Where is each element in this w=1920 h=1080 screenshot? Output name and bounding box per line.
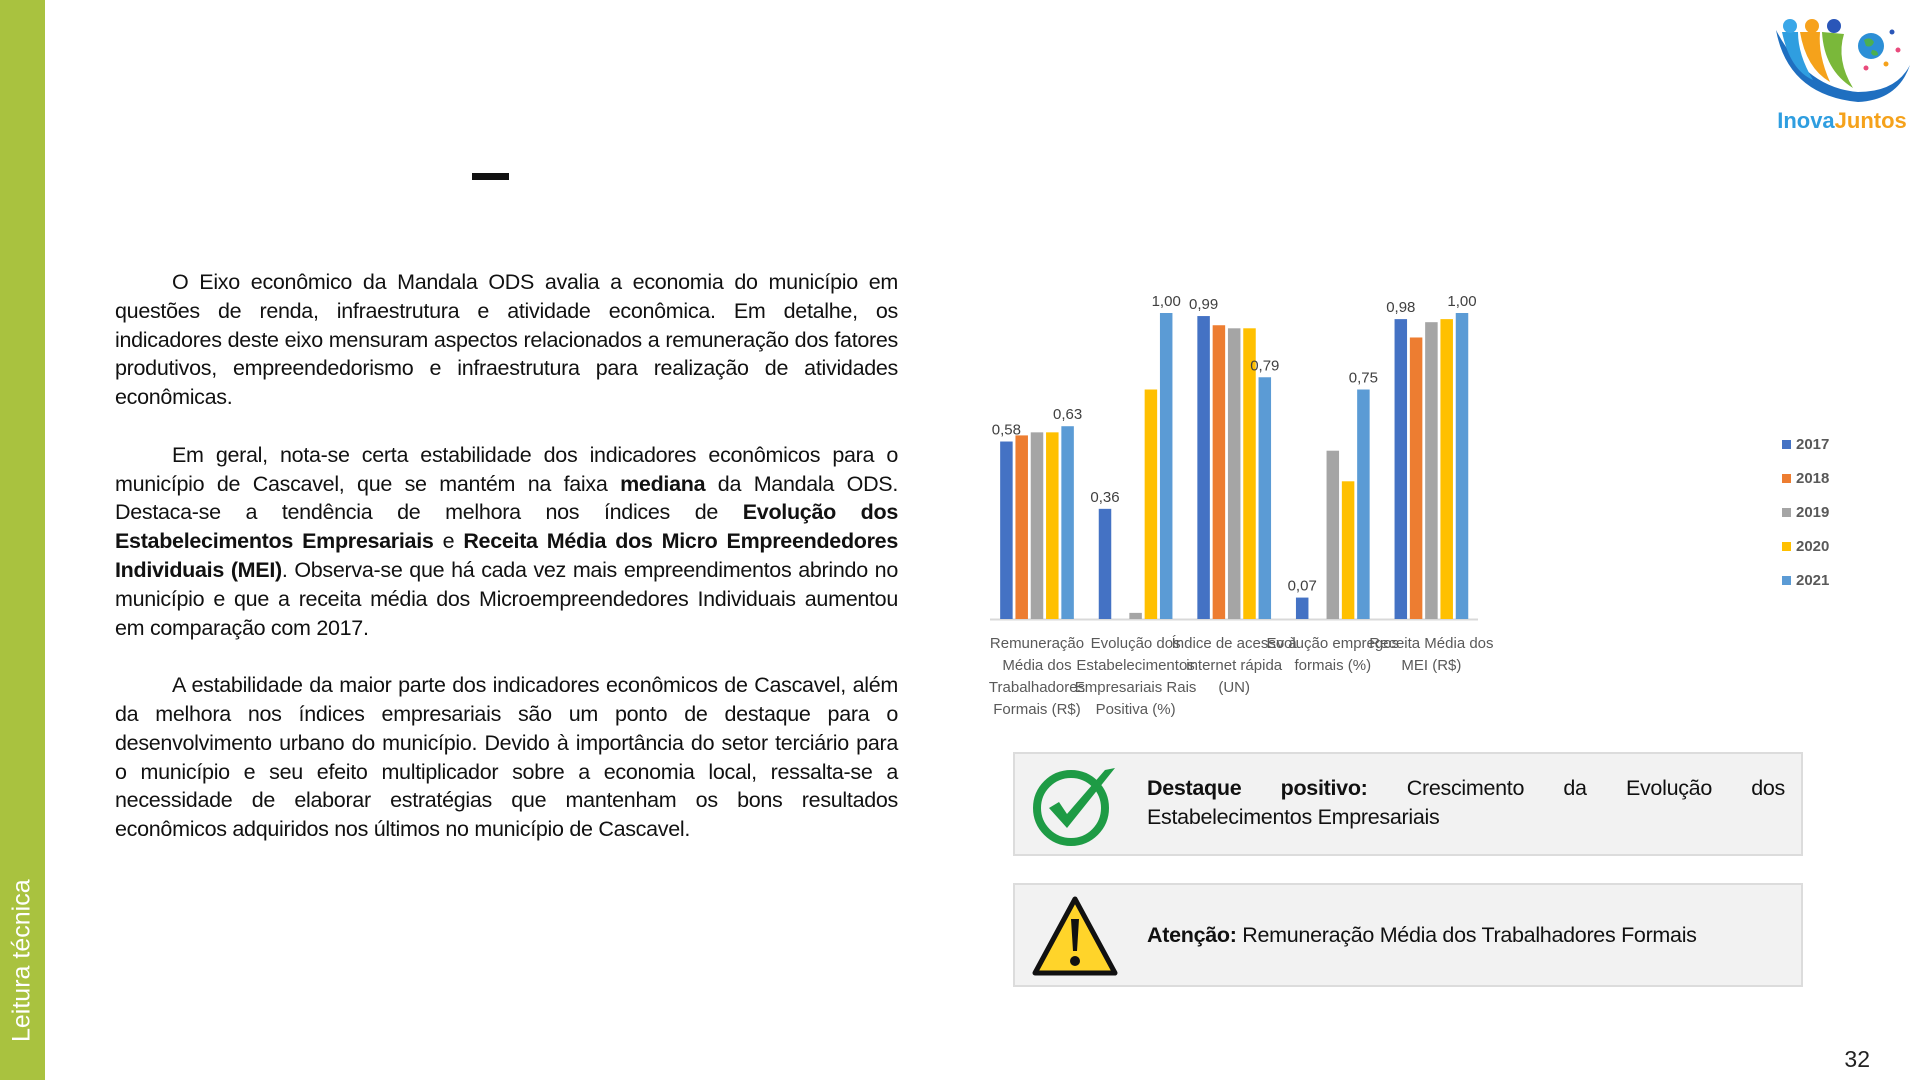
text: e (433, 529, 464, 554)
warning-triangle-icon (1032, 896, 1118, 976)
body-text: O Eixo econômico da Mandala ODS avalia a… (115, 268, 898, 873)
positive-highlight-text: Destaque positivo: Crescimento da Evoluç… (1147, 774, 1785, 832)
legend-swatch (1782, 474, 1791, 483)
bold-text: Evolução dos Estabelecimentos Empresaria… (115, 500, 898, 554)
paragraph-3: A estabilidade da maior parte dos indica… (115, 673, 898, 842)
category-label: Evolução dos (1091, 635, 1181, 652)
bar-2018 (1212, 325, 1226, 619)
bar-2019 (1227, 328, 1241, 619)
category-label: Positiva (%) (1096, 701, 1176, 718)
warning-highlight-box: Atenção: Remuneração Média dos Trabalhad… (1013, 883, 1803, 987)
warning-highlight-text: Atenção: Remuneração Média dos Trabalhad… (1147, 921, 1785, 950)
bar-2017 (1197, 316, 1210, 619)
legend-swatch (1782, 508, 1791, 517)
bar-chart: 0,58 0,63 Remuneração Média dos Trabalhadore… (989, 293, 1829, 718)
bar-2017 (1000, 441, 1013, 619)
bar-2021 (1159, 313, 1173, 619)
bar-2019 (1129, 612, 1142, 619)
category-label: Formais (R$) (993, 701, 1081, 718)
page-title (472, 173, 509, 180)
data-label: 0,75 (1349, 370, 1378, 387)
category-label: Remuneração (990, 635, 1084, 652)
category-label: Receita Média dos (1369, 635, 1493, 652)
data-label: 0,99 (1189, 296, 1218, 313)
legend-label: 2017 (1796, 436, 1829, 453)
bar-2021 (1258, 377, 1272, 619)
bar-2021 (1357, 389, 1370, 619)
data-label: 0,79 (1250, 357, 1279, 374)
section-label: Leitura técnica (7, 879, 36, 1042)
inovajuntos-logo: InovaJuntos (1776, 19, 1910, 133)
bold-text: Receita Média dos Micro Empreendedores I… (115, 529, 898, 582)
text: Em geral, nota-se certa estabilidade dos… (115, 442, 898, 496)
bar-2020 (1046, 432, 1059, 619)
bar-2017 (1098, 508, 1112, 619)
sidebar-band: Leitura técnica (0, 0, 45, 1080)
category-label: (UN) (1218, 679, 1250, 696)
check-circle-icon (1033, 768, 1115, 846)
data-label: 0,07 (1288, 578, 1317, 595)
data-label: 0,58 (992, 422, 1021, 439)
positive-highlight-box: Destaque positivo: Crescimento da Evoluç… (1013, 752, 1803, 856)
bar-2019 (1030, 432, 1044, 619)
category-label: Estabelecimentos (1076, 657, 1194, 674)
data-label: 1,00 (1447, 293, 1476, 310)
paragraph-2: Em geral, nota-se certa estabilidade dos… (115, 441, 898, 643)
bar-2021 (1455, 313, 1469, 619)
page-number: 32 (1844, 1046, 1870, 1072)
data-label: 0,98 (1386, 299, 1415, 316)
category-label: Evolução empregos (1267, 635, 1400, 652)
legend-label: 2018 (1796, 470, 1829, 487)
bar-2020 (1243, 328, 1256, 619)
bar-2020 (1341, 481, 1355, 619)
bar-2020 (1440, 319, 1453, 619)
legend-label: 2021 (1796, 572, 1829, 589)
text: . Observa-se que há cada vez mais empree… (115, 557, 898, 640)
bar-2020 (1144, 389, 1158, 619)
bar-2018 (1015, 435, 1028, 619)
bar-2019 (1425, 322, 1438, 619)
category-label: Trabalhadores (989, 679, 1085, 696)
bar-2018 (1409, 337, 1423, 619)
category-label: internet rápida (1186, 657, 1283, 674)
data-label: 1,00 (1152, 293, 1181, 310)
category-label: MEI (R$) (1401, 657, 1461, 674)
text: da Mandala ODS. Destaca-se a tendência d… (115, 471, 899, 525)
category-label: formais (%) (1294, 657, 1371, 674)
bar-2021 (1061, 426, 1074, 619)
data-label: 0,63 (1053, 406, 1082, 423)
label: Destaque positivo: (1147, 776, 1368, 800)
bar-2017 (1295, 597, 1309, 619)
category-label: Média dos (1002, 657, 1071, 674)
legend-label: 2019 (1796, 504, 1829, 521)
bar-2019 (1326, 450, 1340, 619)
bar-2017 (1394, 319, 1408, 619)
text: Crescimento da Evolução dos Estabelecime… (1147, 776, 1785, 829)
legend-swatch (1782, 576, 1791, 585)
svg-text:InovaJuntos: InovaJuntos (1777, 108, 1907, 133)
paragraph-1: O Eixo econômico da Mandala ODS avalia a… (115, 270, 898, 410)
legend-swatch (1782, 542, 1791, 551)
label: Atenção: (1147, 923, 1237, 947)
category-label: Índice de acesso à (1172, 635, 1298, 652)
category-label: Empresariais Rais (1075, 679, 1197, 696)
text: Remuneração Média dos Trabalhadores Form… (1236, 923, 1697, 947)
legend-label: 2020 (1796, 538, 1829, 555)
bold-text: mediana (620, 471, 706, 496)
data-label: 0,36 (1090, 489, 1119, 506)
legend-swatch (1782, 440, 1791, 449)
